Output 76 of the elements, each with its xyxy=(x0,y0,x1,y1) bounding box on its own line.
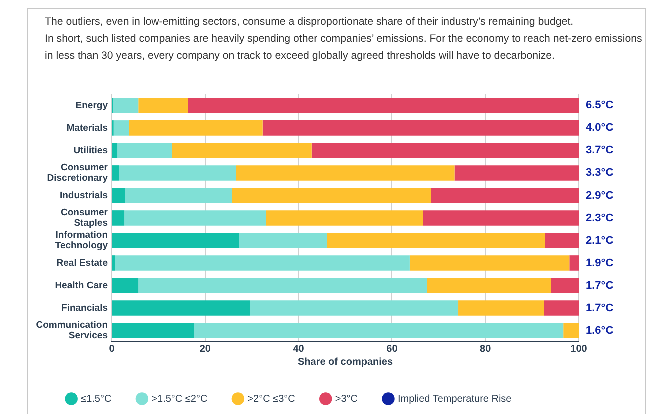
bar xyxy=(125,188,232,204)
bar xyxy=(570,256,579,271)
bar xyxy=(112,233,240,248)
y-tick-label: Financials xyxy=(62,302,108,314)
bar xyxy=(262,120,579,136)
bar xyxy=(544,300,579,316)
bar xyxy=(119,166,236,181)
bar xyxy=(112,323,194,338)
bar xyxy=(115,256,410,271)
bar xyxy=(327,233,546,248)
bar xyxy=(112,143,118,158)
bar xyxy=(266,210,424,226)
bar xyxy=(188,98,579,114)
y-tick-label: Real Estate xyxy=(56,258,108,269)
bar xyxy=(112,210,125,226)
y-tick-label: Information Technology xyxy=(55,230,109,252)
y-tick-label: Industrials xyxy=(60,190,108,202)
bar xyxy=(114,120,130,136)
bar xyxy=(118,143,172,158)
bar xyxy=(454,166,579,181)
y-tick-label: Consumer Staples xyxy=(61,208,108,230)
bar xyxy=(138,278,428,294)
text: 2.1°C xyxy=(586,234,614,247)
x-axis-title: Share of companies xyxy=(298,356,394,368)
legend-label: >3°C xyxy=(335,394,358,405)
bar xyxy=(564,323,579,338)
x-tick-label: 0 xyxy=(109,344,116,355)
x-tick-label: 20 xyxy=(200,344,212,355)
bar xyxy=(239,233,328,248)
bar xyxy=(113,98,139,114)
bar xyxy=(427,278,552,294)
y-tick-label: Energy xyxy=(76,100,109,112)
bar xyxy=(232,188,432,204)
x-tick-label: 80 xyxy=(480,344,492,355)
text: 2.3°C xyxy=(586,212,614,224)
bar xyxy=(312,143,579,158)
text: 1.9°C xyxy=(586,257,614,270)
bar xyxy=(250,300,459,316)
bar xyxy=(172,143,312,158)
bar xyxy=(551,278,579,294)
bar xyxy=(410,256,570,271)
legend-label: >1.5°C ≤2°C xyxy=(152,394,208,405)
text: 4.0°C xyxy=(586,122,614,134)
y-tick-label: Materials xyxy=(66,122,108,134)
x-tick-label: 60 xyxy=(386,344,398,355)
text: 3.3°C xyxy=(586,167,614,180)
legend-label: Implied Temperature Rise xyxy=(398,394,512,405)
x-tick-label: 40 xyxy=(293,344,305,355)
x-tick-label: 100 xyxy=(570,344,588,355)
bar xyxy=(129,120,263,136)
bar xyxy=(423,210,579,226)
bar xyxy=(124,210,266,226)
y-tick-label: Health Care xyxy=(55,280,108,292)
bar xyxy=(545,233,579,248)
text: 3.7°C xyxy=(586,144,614,157)
chart-title: The outliers, even in low-emitting sectors, consume a disproportionate share of their industry’s remaining budget. In short, such listed companies are heavily spending other companies’ emissions. For the economy to reach net-zero emissions in less than 30 years, every company on track to exceed globally agreed thresholds will have to decarbonize. xyxy=(45,15,644,64)
y-tick-label: Consumer Discretionary xyxy=(47,162,109,184)
bar xyxy=(112,278,139,294)
legend-label: >2°C ≤3°C xyxy=(248,394,296,405)
y-tick-label: Utilities xyxy=(74,145,108,156)
bar xyxy=(138,98,188,114)
text: 6.5°C xyxy=(586,100,614,112)
y-tick-label: Communication Services xyxy=(36,320,108,342)
bar xyxy=(112,166,120,181)
text: 1.6°C xyxy=(586,324,614,337)
bar xyxy=(194,323,564,338)
bar xyxy=(236,166,455,181)
text: 1.7°C xyxy=(586,302,614,314)
bar xyxy=(112,300,250,316)
bar xyxy=(458,300,544,316)
bar xyxy=(112,188,126,204)
bar xyxy=(112,256,116,271)
text: 2.9°C xyxy=(586,190,614,202)
text: 1.7°C xyxy=(586,280,614,292)
bar xyxy=(431,188,579,204)
legend-label: ≤1.5°C xyxy=(81,394,112,405)
